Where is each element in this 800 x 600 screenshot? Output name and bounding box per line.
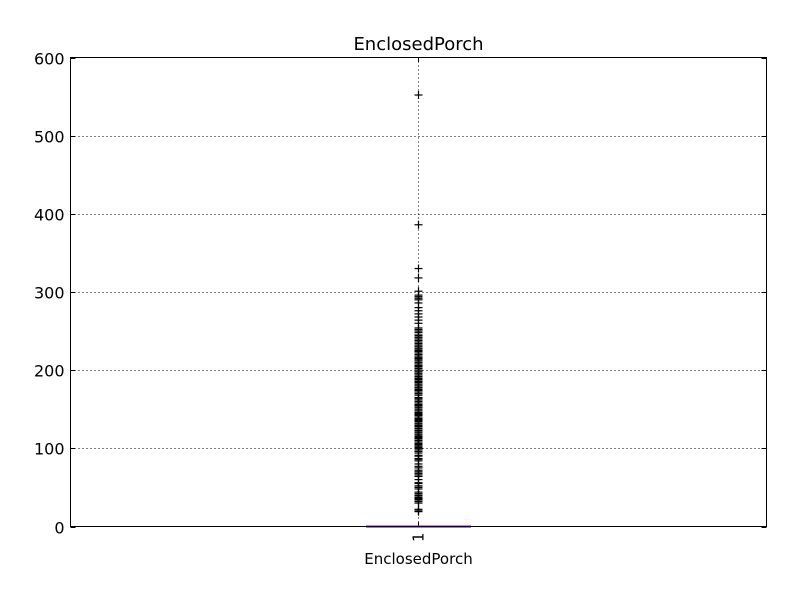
x-axis-label: EnclosedPorch <box>364 550 472 568</box>
y-tick-label: 200 <box>34 362 65 381</box>
y-tick-label: 100 <box>34 440 65 459</box>
plot-frame <box>70 57 767 527</box>
y-tick-label: 300 <box>34 284 65 303</box>
outlier-markers <box>414 91 423 516</box>
y-tick-label: 500 <box>34 128 65 147</box>
outlier-point <box>414 264 423 273</box>
y-tick-label: 0 <box>54 519 64 538</box>
y-tick-label: 400 <box>34 206 65 225</box>
outlier-point <box>414 273 423 282</box>
chart-title: EnclosedPorch <box>353 34 483 55</box>
outlier-point <box>414 220 423 229</box>
x-tick-label: 1 <box>410 533 428 543</box>
outlier-point <box>414 91 423 100</box>
outlier-point <box>414 287 423 296</box>
y-axis-ticks: 0 100 200 300 400 500 600 <box>34 50 767 538</box>
y-tick-label: 600 <box>34 50 65 69</box>
